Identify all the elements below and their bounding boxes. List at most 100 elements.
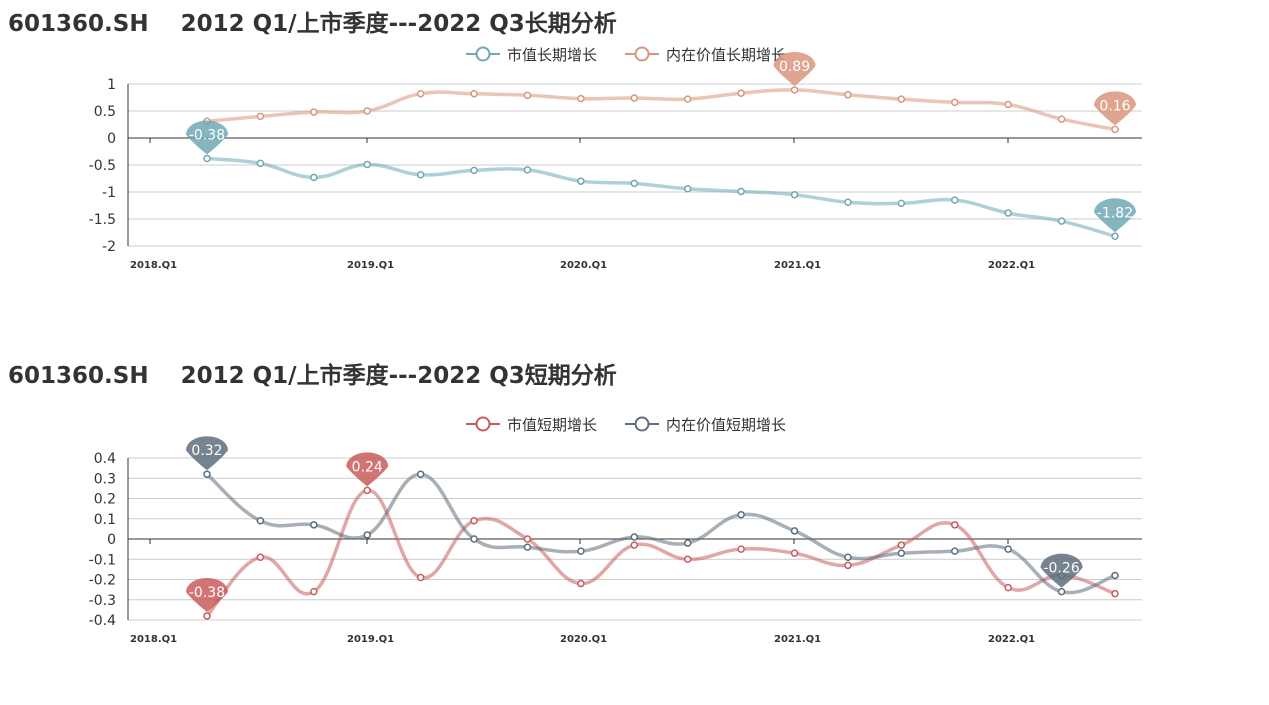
data-point xyxy=(844,198,852,207)
y-tick-label: -0.1 xyxy=(89,552,116,568)
y-tick-label: 0 xyxy=(107,131,116,147)
series-line xyxy=(205,88,1117,132)
y-tick-label: 0.2 xyxy=(94,492,116,508)
data-point xyxy=(1111,571,1119,580)
data-point xyxy=(1111,125,1119,134)
y-tick-label: -1.5 xyxy=(89,212,116,228)
annotation-pin: -0.38 xyxy=(186,577,228,612)
data-point xyxy=(256,553,265,561)
data-point xyxy=(523,543,532,551)
data-point xyxy=(1111,589,1119,598)
y-tick-label: -0.5 xyxy=(89,158,116,174)
pin-marker-icon xyxy=(186,577,228,612)
pin-marker-icon xyxy=(186,436,228,471)
data-point xyxy=(310,173,318,182)
data-point xyxy=(1004,583,1012,592)
pin-label: -0.38 xyxy=(189,585,225,601)
data-point xyxy=(256,517,265,525)
data-point xyxy=(683,555,692,563)
legend-item: 内在价值长期增长 xyxy=(625,46,786,64)
data-point xyxy=(470,517,478,525)
short-term-growth-chart: 0.4 0.3 0.2 0.1 0 -0.1 -0.2 -0.3 -0.4 2018.Q1 2019… xyxy=(89,416,1142,645)
data-point xyxy=(416,170,425,179)
x-tick-label: 2019.Q1 xyxy=(347,634,394,645)
data-point xyxy=(683,539,692,547)
y-tick-label: 0 xyxy=(107,532,116,548)
chart-title-long-term: 601360.SH 2012 Q1/上市季度---2022 Q3长期分析 xyxy=(8,11,617,37)
legend-marker-icon xyxy=(634,416,650,432)
y-tick-label: 0.3 xyxy=(94,471,116,487)
data-point xyxy=(683,95,692,103)
series-line xyxy=(205,488,1117,618)
data-point xyxy=(310,521,318,529)
legend-label: 市值短期增长 xyxy=(507,416,597,434)
legend-item: 内在价值短期增长 xyxy=(625,416,786,434)
data-point xyxy=(416,470,425,478)
data-point xyxy=(790,549,799,557)
annotation-pin: 0.89 xyxy=(773,51,816,86)
data-point xyxy=(951,196,959,204)
data-point xyxy=(523,91,532,100)
data-point xyxy=(363,486,371,495)
pin-marker-icon xyxy=(773,51,816,86)
data-point xyxy=(737,89,745,97)
data-point xyxy=(790,190,799,199)
data-point xyxy=(1004,100,1012,109)
data-point xyxy=(203,470,211,478)
data-point xyxy=(310,108,318,116)
legend-marker-icon xyxy=(634,46,650,62)
data-point xyxy=(470,89,478,98)
annotation-pin: -1.82 xyxy=(1094,198,1136,233)
data-point xyxy=(897,541,906,549)
pin-label: 0.16 xyxy=(1099,98,1130,114)
data-point xyxy=(203,612,211,620)
y-tick-label: -0.3 xyxy=(89,593,116,609)
x-tick-label: 2018.Q1 xyxy=(130,260,177,271)
data-point xyxy=(1004,545,1012,553)
data-point xyxy=(630,94,639,102)
legend-label: 内在价值短期增长 xyxy=(666,416,786,434)
annotation-pin: -0.38 xyxy=(186,120,228,155)
x-tick-label: 2021.Q1 xyxy=(774,260,821,271)
data-point xyxy=(1057,587,1066,596)
y-tick-label: 0.4 xyxy=(94,451,116,467)
annotation-pin: 0.24 xyxy=(346,452,389,487)
data-point xyxy=(897,95,906,103)
data-point xyxy=(790,527,799,535)
legend-marker-icon xyxy=(475,416,491,432)
pin-marker-icon xyxy=(1094,198,1136,233)
data-point xyxy=(630,533,639,541)
data-point xyxy=(737,545,745,553)
data-point xyxy=(1004,209,1012,217)
data-point xyxy=(523,166,532,174)
annotation-pin: 0.32 xyxy=(186,436,228,471)
data-point xyxy=(897,549,906,557)
data-point xyxy=(951,98,959,107)
data-point xyxy=(737,510,745,519)
data-point xyxy=(951,521,959,529)
pin-label: -1.82 xyxy=(1097,205,1133,221)
data-point xyxy=(630,179,639,188)
data-point xyxy=(844,553,852,561)
pin-label: 0.32 xyxy=(191,443,222,459)
data-point xyxy=(256,112,265,121)
data-point xyxy=(630,541,639,549)
legend-item: 市值短期增长 xyxy=(466,416,597,434)
x-tick-label: 2022.Q1 xyxy=(988,260,1035,271)
data-point xyxy=(203,154,211,163)
y-tick-label: -0.2 xyxy=(89,573,116,589)
legend-label: 内在价值长期增长 xyxy=(666,46,786,64)
y-tick-label: -2 xyxy=(102,239,116,255)
data-point xyxy=(577,579,585,588)
x-tick-label: 2019.Q1 xyxy=(347,260,394,271)
data-point xyxy=(737,187,745,196)
pin-label: 0.24 xyxy=(352,459,383,475)
pin-marker-icon xyxy=(346,452,389,487)
data-point xyxy=(577,177,585,185)
x-tick-label: 2021.Q1 xyxy=(774,634,821,645)
data-point xyxy=(577,94,585,103)
pin-marker-icon xyxy=(1040,553,1083,588)
pin-marker-icon xyxy=(1094,91,1136,126)
data-point xyxy=(790,86,799,94)
y-tick-label: 0.5 xyxy=(94,104,116,120)
